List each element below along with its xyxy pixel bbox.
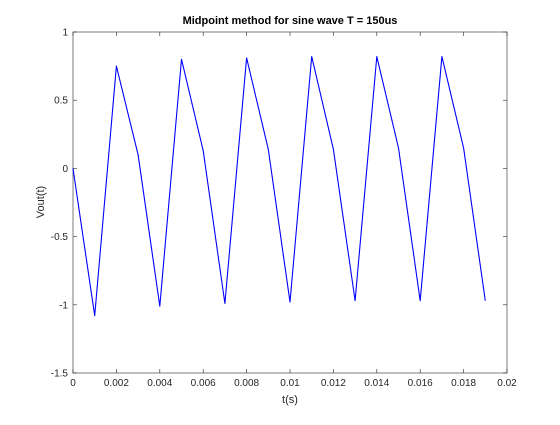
y-tick-label: 1 xyxy=(62,28,68,39)
y-tick-label: -1 xyxy=(59,300,68,311)
y-tick-label: -0.5 xyxy=(51,232,69,243)
series-line xyxy=(72,55,486,317)
x-axis-ticks: 0 0.002 0.004 0.006 0.008 0.01 0.012 0.014 0.016… xyxy=(70,32,517,389)
series-layer xyxy=(72,55,486,317)
y-tick-label: 0.5 xyxy=(54,96,68,107)
chart-title: Midpoint method for sine wave T = 150us xyxy=(183,15,398,27)
x-tick-label: 0.02 xyxy=(497,378,517,389)
x-tick-label: 0.014 xyxy=(364,378,389,389)
x-tick-label: 0.004 xyxy=(147,378,172,389)
x-tick-label: 0.012 xyxy=(321,378,346,389)
y-tick-label: 0 xyxy=(62,164,68,175)
plot-area xyxy=(72,31,508,374)
y-axis-label: Vout(t) xyxy=(35,186,47,218)
x-tick-label: 0.018 xyxy=(451,378,476,389)
x-tick-label: 0.008 xyxy=(234,378,259,389)
x-tick-label: 0.006 xyxy=(191,378,216,389)
y-tick-label: -1.5 xyxy=(51,369,69,380)
x-tick-label: 0.002 xyxy=(104,378,129,389)
x-tick-label: 0.016 xyxy=(408,378,433,389)
x-axis-label: t(s) xyxy=(282,394,298,406)
x-tick-label: 0.01 xyxy=(280,378,300,389)
x-tick-label: 0 xyxy=(70,378,76,389)
y-axis-ticks: -1.5 -1 -0.5 0 0.5 1 xyxy=(51,28,507,380)
